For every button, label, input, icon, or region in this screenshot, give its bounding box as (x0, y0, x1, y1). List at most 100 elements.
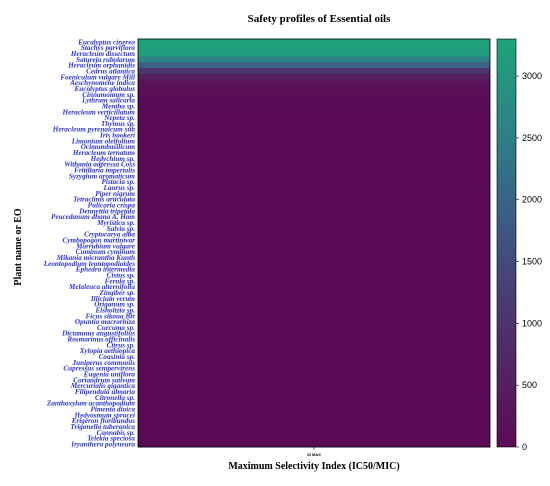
heatmap-cell (138, 272, 490, 279)
heatmap-cell (138, 155, 490, 162)
colorbar-ticks: 0 500 1000 1500 2000 2500 3000 (516, 71, 542, 452)
heatmap-cell (138, 400, 490, 407)
heatmap-cell (138, 301, 490, 308)
heatmap-cell (138, 50, 490, 57)
row-label: Iryanthera polyneura (70, 440, 135, 448)
row-label: Pimenta dioica (90, 406, 135, 414)
row-label: Curcuma sp. (97, 324, 135, 332)
heatmap-cell (138, 359, 490, 366)
row-label: Cinnamomum sp. (82, 91, 135, 99)
row-label: Lythrum salicaria (81, 97, 135, 105)
row-label: Melaleuca alternifolia (68, 283, 135, 291)
heatmap-cell (138, 394, 490, 401)
heatmap-cell (138, 184, 490, 191)
heatmap-cell (138, 237, 490, 244)
heatmap-cell (138, 56, 490, 63)
heatmap-cell (138, 423, 490, 430)
row-label: Cryptocarya alba (84, 231, 135, 239)
heatmap-cell (138, 126, 490, 133)
row-label: Thymus sp. (101, 120, 135, 128)
colorbar-tick-label: 1500 (522, 257, 542, 267)
heatmap-cell (138, 417, 490, 425)
row-label: Citronella sp. (95, 394, 135, 402)
colorbar-tick-label: 500 (522, 380, 537, 390)
row-label: Elsholtzia sp. (94, 306, 135, 314)
row-label: Laurus sp. (102, 184, 135, 192)
row-label: Ocimumbasilicum (81, 143, 136, 151)
row-label: Heracleum ternatum (72, 149, 136, 157)
heatmap-cell (138, 178, 490, 186)
heatmap-cell (138, 353, 490, 360)
row-label: Cannabis sp. (97, 429, 136, 437)
colorbar-tick-label: 1000 (522, 318, 542, 328)
heatmap-cell (138, 114, 490, 121)
row-label: Fritillaria imperialis (74, 167, 135, 175)
heatmap-cell (138, 108, 490, 116)
heatmap-cell (138, 208, 490, 215)
row-label: Hedychium sp. (90, 155, 136, 163)
heatmap-cell (138, 248, 490, 256)
row-label: Salvia sp. (107, 225, 136, 233)
row-label: Mercurialis gigantica (70, 382, 136, 390)
heatmap-cell (138, 132, 490, 139)
heatmap-cell (138, 173, 490, 180)
heatmap-cell (138, 254, 490, 261)
row-label: Hedyosmum sprucei (74, 411, 136, 419)
row-label: Telekia speciosa (87, 435, 135, 443)
row-label: Limonium oleifolium (71, 137, 136, 145)
row-label: Ferula sp. (105, 277, 136, 285)
row-label: Xylopia aethiopica (79, 347, 136, 355)
heatmap-cell (138, 103, 490, 110)
row-label: Peucedanum dhana A. Ham (51, 213, 135, 221)
heatmap-cell (138, 336, 490, 343)
row-label: Cuminum cyminum (76, 248, 136, 256)
row-label: Coasinia sp. (99, 353, 136, 361)
y-axis-label: Plant name or EO (13, 208, 24, 286)
heatmap-cell (138, 295, 490, 302)
heatmap-cell (138, 231, 490, 238)
row-label: Ficus sikoua Blr (85, 312, 135, 320)
row-label: Heracleum pyrenaicum sub (52, 126, 136, 134)
heatmap-rows (138, 39, 490, 448)
heatmap-cell (138, 138, 490, 145)
row-label: Heracleum dissectum (70, 50, 135, 58)
colorbar-tick-label: 2500 (522, 133, 542, 143)
x-axis-label: Maximum Selectivity Index (IC50/MIC) (228, 461, 399, 472)
row-label: Zingiber sp. (98, 289, 135, 297)
row-label: Pistacia sp. (101, 178, 135, 186)
row-label: Dictamnus angustifolius (61, 330, 135, 338)
heatmap-cell (138, 277, 490, 285)
heatmap-cell (138, 243, 490, 250)
heatmap-cell (138, 62, 490, 69)
row-label: Heracleum verticillatum (62, 108, 136, 116)
row-label: Origanum sp. (94, 301, 135, 309)
row-label: Mentha sp. (101, 102, 135, 110)
row-label: Myristica sp. (96, 219, 135, 227)
row-label: Juniperus communis (71, 359, 135, 367)
row-label: Eucalyptus cinerea (77, 38, 135, 46)
row-label: Filipendula ulmaria (75, 388, 136, 396)
heatmap-cell (138, 377, 490, 384)
heatmap-cell (138, 429, 490, 436)
row-label: Withania adpressa Coss (64, 161, 135, 169)
heatmap-cell (138, 312, 490, 320)
heatmap-cell (138, 143, 490, 151)
x-ticks: SI MAX (307, 447, 321, 457)
row-label: Illicium verum (90, 295, 136, 303)
heatmap-cell (138, 73, 490, 81)
colorbar-tick-label: 3000 (522, 71, 542, 81)
row-label: Satureja rubolarum (76, 56, 135, 64)
row-label: Nepeta sp. (103, 114, 135, 122)
row-label: Citrus sp. (107, 341, 136, 349)
heatmap-cell (138, 91, 490, 98)
heatmap-cell (138, 289, 490, 296)
row-label: Eugenia uniflora (83, 371, 136, 379)
heatmap-cell (138, 441, 490, 448)
heatmap-cell (138, 318, 490, 325)
row-label: Mikania micrantha Kunth (56, 254, 135, 262)
row-label: Coriandrum sativum (73, 376, 135, 384)
heatmap-cell (138, 371, 490, 378)
row-label: Cupressus sempervirens (63, 365, 135, 373)
